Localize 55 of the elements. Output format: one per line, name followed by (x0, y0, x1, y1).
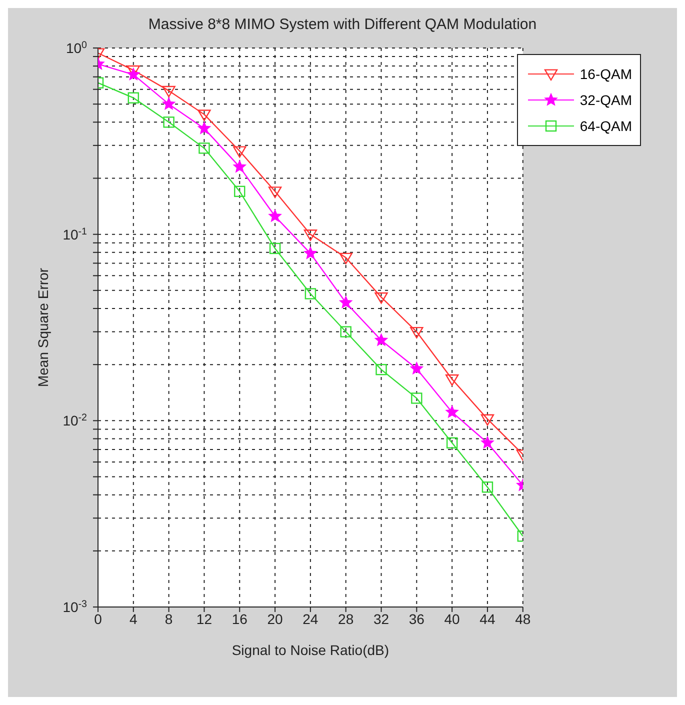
x-tick-label: 40 (444, 610, 460, 627)
point (480, 414, 494, 426)
point (127, 68, 140, 80)
y-tick-label: 10$^{-2}$ (62, 412, 87, 429)
x-tick-label: 4 (130, 610, 138, 627)
x-tick-label: 28 (338, 610, 354, 627)
point (481, 436, 494, 448)
point (269, 242, 281, 254)
y-tick-label: 10$^{0}$ (66, 40, 88, 56)
point (410, 362, 423, 374)
y-tick-label: 10$^{-3}$ (62, 598, 88, 615)
y-tick-label: 10$^{-1}$ (62, 226, 87, 242)
x-tick-label: 48 (515, 610, 531, 627)
point (446, 437, 458, 448)
point (234, 186, 246, 197)
legend-label: 16-QAM (580, 66, 632, 82)
point (446, 406, 458, 418)
point (198, 110, 211, 122)
point (268, 186, 282, 198)
x-tick-label: 36 (408, 610, 425, 627)
y-axis-title: Mean Square Error (34, 268, 51, 388)
point (445, 374, 459, 386)
point (304, 246, 317, 259)
point (304, 230, 318, 241)
point (198, 122, 210, 134)
x-tick-label: 44 (480, 610, 496, 627)
point (268, 210, 282, 222)
point (340, 326, 352, 338)
x-tick-label: 0 (94, 610, 102, 627)
point (482, 482, 494, 493)
point (162, 98, 176, 110)
point (374, 292, 388, 304)
point (410, 326, 424, 338)
point (304, 288, 316, 300)
point (233, 160, 246, 172)
x-tick-label: 24 (302, 610, 318, 627)
x-tick-label: 32 (373, 610, 390, 627)
x-tick-label: 8 (164, 610, 173, 627)
chart-title: Massive 8*8 MIMO System with Different QAM Modulation (147, 16, 538, 33)
point (162, 86, 176, 98)
x-axis-title: Signal to Noise Ratio(dB) (232, 642, 390, 658)
point (163, 116, 174, 128)
point (375, 334, 388, 346)
x-tick-label: 20 (267, 610, 284, 627)
x-tick-label: 12 (196, 610, 212, 627)
point (339, 252, 352, 264)
point (411, 392, 422, 404)
point (233, 146, 246, 158)
point (376, 364, 387, 376)
legend-label: 32-QAM (580, 92, 632, 108)
point (340, 296, 352, 308)
x-tick-label: 16 (232, 610, 248, 627)
point (128, 92, 140, 104)
point (198, 142, 210, 154)
legend-label: 64-QAM (580, 118, 632, 134)
